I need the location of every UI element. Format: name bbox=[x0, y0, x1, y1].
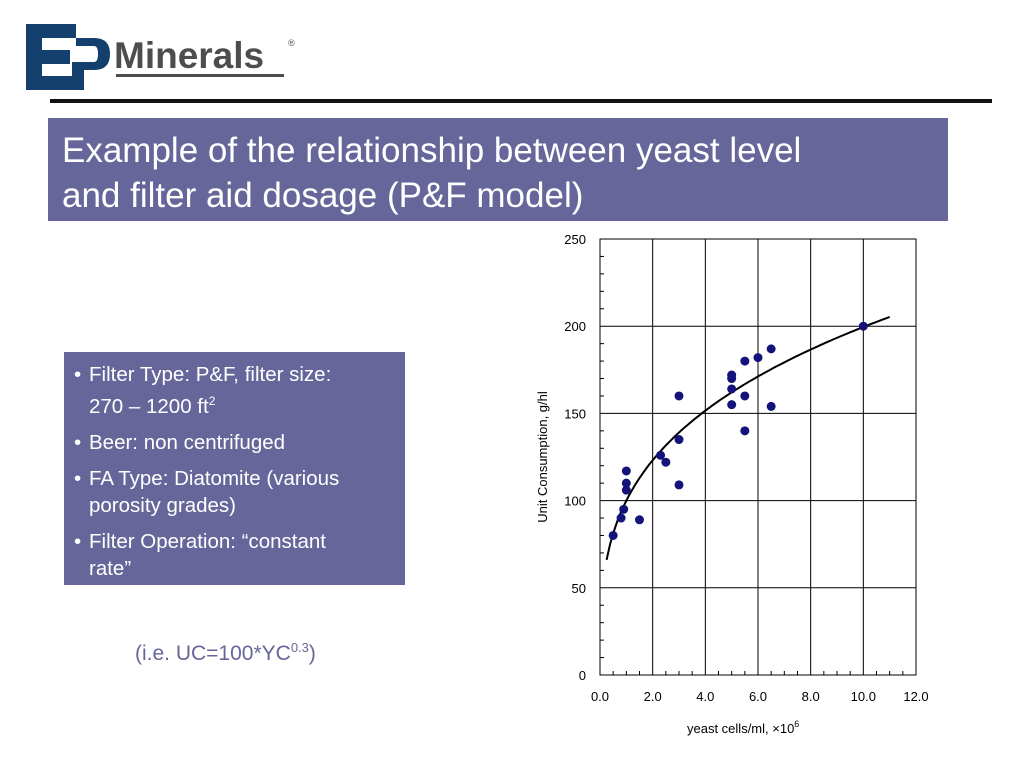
y-tick-label: 100 bbox=[564, 494, 586, 509]
x-tick-label: 12.0 bbox=[903, 689, 928, 704]
trend-line bbox=[605, 315, 891, 561]
data-point bbox=[635, 515, 644, 525]
y-tick-label: 0 bbox=[579, 668, 586, 683]
data-point bbox=[674, 391, 684, 401]
bullet-continuation: 270 – 1200 ft bbox=[89, 394, 209, 418]
data-point bbox=[766, 401, 776, 411]
data-point bbox=[619, 504, 629, 514]
data-point bbox=[608, 530, 618, 540]
data-point bbox=[616, 513, 626, 523]
x-tick-label: 0.0 bbox=[591, 689, 609, 704]
data-point bbox=[674, 435, 684, 445]
minor-ticks bbox=[600, 255, 904, 675]
bullet-continuation: porosity grades) bbox=[89, 493, 236, 517]
x-tick-labels: 0.0 2.0 4.0 6.0 8.0 10.0 12.0 bbox=[591, 689, 929, 704]
ep-minerals-logo: Minerals ® bbox=[26, 24, 295, 90]
bullet-dot: • bbox=[74, 430, 82, 454]
formula-suffix: ) bbox=[308, 642, 316, 665]
y-tick-label: 250 bbox=[564, 232, 586, 247]
y-axis-label: Unit Consumption, g/hl bbox=[535, 391, 550, 523]
scatter-chart: 0.0 2.0 4.0 6.0 8.0 10.0 12.0 050100150200250 … bbox=[535, 232, 929, 736]
data-point bbox=[858, 321, 868, 331]
bullet-dot: • bbox=[74, 363, 82, 386]
bullet-text: Filter Type: P&F, filter size: bbox=[89, 363, 332, 386]
data-point bbox=[661, 457, 671, 467]
bullet-list: • Filter Type: P&F, filter size: 270 – 1… bbox=[64, 352, 405, 585]
bullet-text: Beer: non centrifuged bbox=[89, 430, 286, 454]
logo-wordmark: Minerals bbox=[114, 35, 264, 76]
header-rule bbox=[50, 99, 992, 103]
logo-registered-mark: ® bbox=[288, 38, 295, 48]
data-point bbox=[621, 466, 631, 476]
bullet-text: Filter Operation: “constant bbox=[89, 529, 326, 553]
y-tick-label: 200 bbox=[564, 319, 586, 334]
data-point bbox=[766, 344, 776, 354]
y-tick-label: 150 bbox=[564, 406, 586, 421]
formula-exponent: 0.3 bbox=[290, 640, 309, 655]
data-points bbox=[608, 321, 868, 540]
bullet-item: • FA Type: Diatomite (various porosity g… bbox=[74, 465, 395, 519]
ep-logo-mark-icon bbox=[26, 24, 110, 90]
x-tick-label: 2.0 bbox=[644, 689, 662, 704]
formula-text: (i.e. UC=100*YC bbox=[135, 642, 291, 665]
title-line-2: and filter aid dosage (P&F model) bbox=[62, 176, 584, 215]
data-point bbox=[740, 391, 750, 401]
data-point bbox=[621, 478, 631, 488]
bullet-text: FA Type: Diatomite (various bbox=[89, 466, 340, 490]
y-tick-label: 50 bbox=[572, 581, 586, 596]
bullet-dot: • bbox=[74, 529, 82, 553]
data-point bbox=[727, 400, 737, 410]
bullet-item: • Filter Operation: “constant rate” bbox=[74, 528, 395, 582]
slide-title: Example of the relationship between yeas… bbox=[48, 118, 948, 221]
data-point bbox=[621, 485, 631, 495]
data-point bbox=[656, 450, 666, 460]
title-line-1: Example of the relationship between yeas… bbox=[62, 131, 802, 170]
data-point bbox=[674, 480, 684, 490]
bullet-item: • Filter Type: P&F, filter size: 270 – 1… bbox=[74, 361, 395, 420]
x-axis-label: yeast cells/ml, ×106 bbox=[687, 719, 799, 736]
y-tick-labels: 0 50 100 150 200 250 bbox=[564, 232, 586, 683]
x-tick-label: 6.0 bbox=[749, 689, 767, 704]
data-point bbox=[740, 356, 750, 366]
x-tick-label: 4.0 bbox=[696, 689, 714, 704]
bullet-continuation: rate” bbox=[89, 556, 132, 580]
formula-note: (i.e. UC=100*YC0.3) bbox=[135, 640, 316, 666]
bullet-item: • Beer: non centrifuged bbox=[74, 429, 395, 456]
x-tick-label: 10.0 bbox=[851, 689, 876, 704]
bullet-dot: • bbox=[74, 466, 82, 490]
grid-lines bbox=[600, 239, 916, 675]
data-point bbox=[740, 426, 750, 436]
data-point bbox=[753, 353, 763, 363]
data-point bbox=[727, 374, 737, 384]
x-tick-label: 8.0 bbox=[802, 689, 820, 704]
logo-underline bbox=[116, 74, 284, 77]
bullet-superscript: 2 bbox=[208, 394, 216, 408]
data-point bbox=[727, 384, 737, 394]
